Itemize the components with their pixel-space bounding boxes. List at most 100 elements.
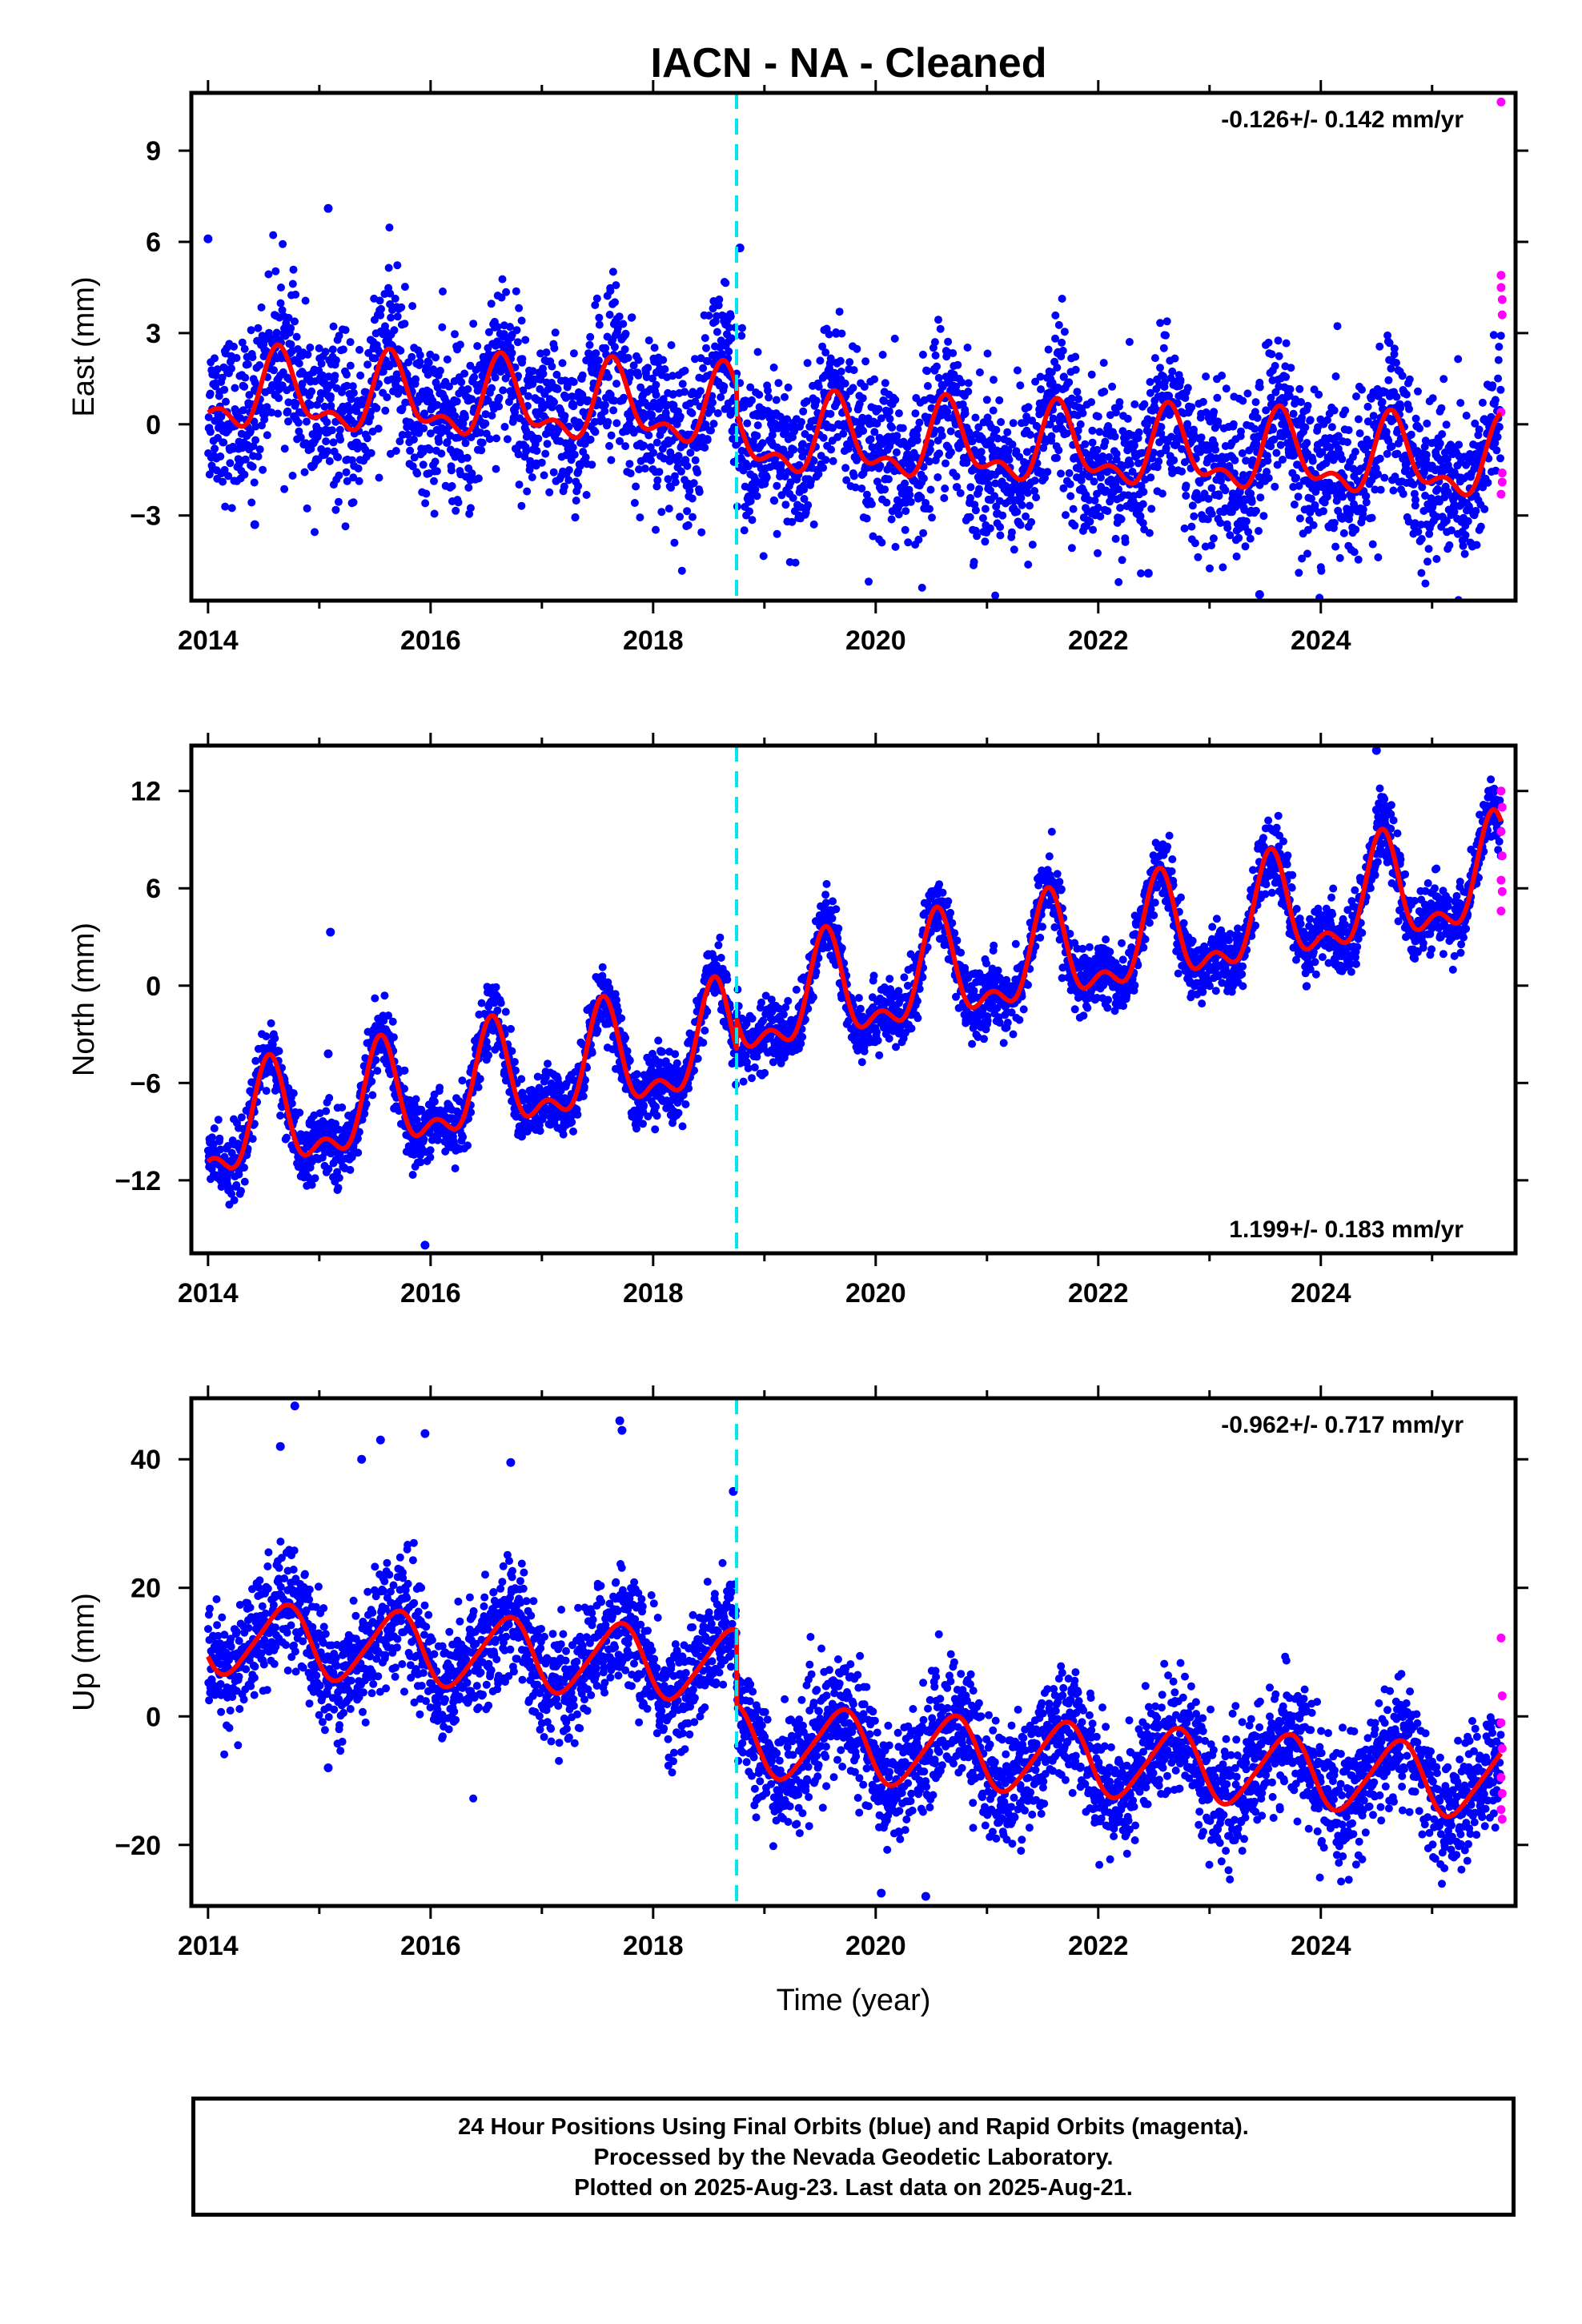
data-point — [704, 357, 713, 366]
data-point — [262, 1087, 271, 1096]
data-point — [564, 476, 573, 485]
data-point — [396, 346, 405, 355]
data-point — [966, 493, 974, 502]
data-point — [877, 538, 886, 547]
data-point — [430, 1097, 439, 1106]
data-point — [905, 490, 914, 499]
data-point — [620, 393, 628, 402]
rate-label: -0.126+/- 0.142 mm/yr — [1221, 107, 1464, 133]
data-point — [826, 409, 835, 418]
data-point — [901, 507, 910, 516]
data-point — [745, 507, 753, 516]
data-point — [797, 446, 806, 455]
data-point — [1246, 534, 1255, 543]
data-point — [671, 478, 680, 487]
data-point — [938, 432, 946, 440]
data-point — [686, 448, 695, 457]
data-point — [1058, 338, 1066, 347]
data-point — [1255, 527, 1263, 535]
data-point — [1389, 486, 1398, 495]
data-point — [517, 1075, 526, 1084]
data-point — [267, 1019, 275, 1027]
data-point — [649, 448, 658, 457]
data-point — [1078, 409, 1087, 417]
data-point — [923, 367, 931, 376]
rapid-point — [1496, 97, 1506, 107]
data-point — [1114, 577, 1123, 586]
data-point — [1207, 484, 1216, 493]
data-point — [634, 356, 643, 364]
plot-area-north — [203, 746, 1507, 1250]
data-point — [213, 365, 222, 374]
data-point — [227, 364, 235, 373]
data-point — [497, 293, 506, 302]
data-point — [1351, 525, 1360, 534]
data-point — [901, 525, 909, 534]
data-point — [376, 311, 385, 320]
data-point — [1016, 381, 1025, 390]
data-point — [707, 405, 716, 414]
data-point — [876, 461, 885, 470]
data-point — [451, 330, 459, 339]
data-point — [809, 520, 818, 529]
data-point — [689, 479, 698, 488]
data-point — [604, 372, 612, 381]
data-point — [211, 354, 219, 363]
data-point — [1496, 454, 1504, 463]
data-point — [550, 344, 559, 352]
data-point — [512, 326, 521, 335]
data-point — [1105, 452, 1114, 461]
data-point — [416, 357, 424, 366]
data-point — [1235, 533, 1243, 542]
data-point — [323, 447, 332, 456]
data-point — [1282, 339, 1291, 348]
data-point — [1099, 359, 1108, 368]
data-point — [946, 427, 955, 436]
data-point — [323, 418, 331, 427]
data-point — [492, 464, 500, 473]
data-point — [1495, 423, 1504, 432]
data-point — [836, 356, 845, 365]
data-point — [601, 344, 610, 352]
data-point — [311, 528, 319, 537]
data-point — [240, 1177, 249, 1186]
data-point — [501, 1007, 510, 1016]
data-point — [652, 380, 661, 389]
data-point — [1187, 403, 1196, 412]
data-point — [1338, 455, 1347, 464]
data-point — [1327, 423, 1336, 432]
data-point — [280, 485, 289, 493]
data-point — [683, 507, 692, 516]
data-point — [862, 490, 871, 499]
data-point — [935, 449, 944, 458]
data-point — [594, 356, 603, 365]
data-point — [237, 1187, 245, 1196]
data-point — [697, 528, 706, 537]
data-point — [1405, 404, 1413, 413]
y-tick-label: −3 — [130, 501, 161, 532]
data-point — [303, 504, 311, 513]
data-point — [727, 334, 736, 343]
data-point — [1239, 396, 1247, 405]
data-point — [1100, 388, 1109, 396]
data-point — [928, 513, 936, 522]
data-point — [255, 445, 264, 454]
plot-area-east — [203, 97, 1507, 601]
data-point — [803, 359, 812, 368]
data-point — [1183, 420, 1192, 428]
data-point — [885, 415, 894, 423]
data-point — [1182, 481, 1191, 490]
data-point — [569, 402, 578, 411]
data-point — [301, 296, 310, 305]
data-point — [569, 378, 578, 386]
data-point — [1024, 403, 1033, 412]
data-point — [759, 552, 768, 561]
data-point — [653, 476, 662, 485]
data-point — [275, 1047, 283, 1055]
data-point — [500, 423, 509, 431]
data-point — [572, 497, 580, 505]
data-point — [606, 287, 615, 296]
data-point — [1130, 400, 1139, 408]
data-point — [487, 300, 496, 308]
data-point — [436, 1084, 444, 1092]
